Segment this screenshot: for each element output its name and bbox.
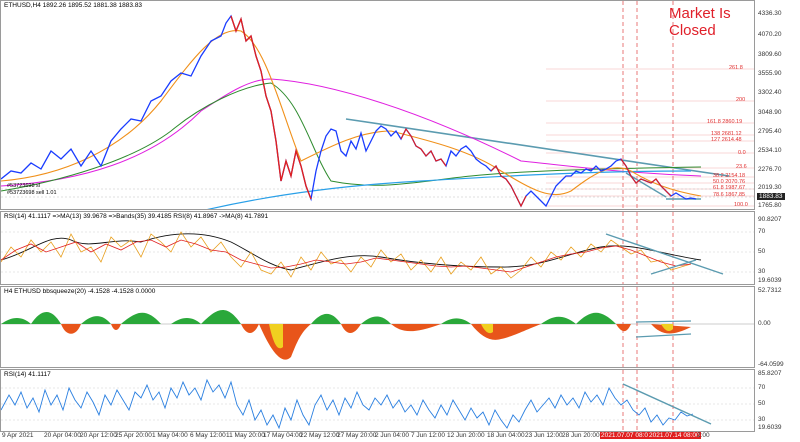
- price-tick: 4336.30: [758, 10, 782, 17]
- time-tick: 1 May 04:00: [152, 432, 188, 439]
- time-crosshair-1: 2021.07.07 08:00: [600, 432, 653, 439]
- rsi-title: RSI(14) 41.1117: [4, 371, 51, 378]
- time-tick: 20 Apr 12:00: [80, 432, 117, 439]
- time-tick: 18 Jun 04:00: [487, 432, 525, 439]
- bbsqueeze-svg: [1, 287, 754, 367]
- price-scale[interactable]: 4336.30 4070.20 3809.60 3555.90 3302.40 …: [755, 0, 800, 210]
- order-buy-label: #53723698 sl: [7, 183, 41, 189]
- rsi-ma-scale[interactable]: 90.8207 70 50 30 19.6039: [755, 211, 800, 285]
- market-status: Market Is Closed: [669, 5, 731, 39]
- time-tick: 20 Apr 04:00: [44, 432, 81, 439]
- price-tick: 2019.30: [758, 184, 782, 191]
- time-crosshair-2: 2021.07.14 08:00: [648, 432, 701, 439]
- rsi-ma-tick: 70: [758, 228, 766, 235]
- fib-level: 161.8 2860.19: [707, 119, 743, 125]
- fib-level: 200: [736, 97, 746, 103]
- rsi-ma-svg: [1, 212, 754, 284]
- rsi-ma-pane[interactable]: RSI(14) 41.1117 =>MA(13) 39.9678 =>Bands…: [0, 211, 755, 285]
- price-tick: 4070.20: [758, 31, 782, 38]
- bbsqueeze-title: H4 ETHUSD bbsqueeze(20) -4.1528 -4.1528 …: [4, 288, 156, 295]
- time-tick: 12 Jun 20:00: [447, 432, 485, 439]
- fib-level: 138 2681.12: [711, 131, 742, 137]
- price-tick: 1765.80: [758, 202, 782, 209]
- fib-level: 61.8 1987.67: [713, 185, 746, 191]
- rsi-tick: 50: [758, 400, 766, 407]
- bbsqueeze-tick: 52.7312: [758, 287, 782, 294]
- time-tick: 17 May 04:00: [263, 432, 303, 439]
- bbsqueeze-pane[interactable]: H4 ETHUSD bbsqueeze(20) -4.1528 -4.1528 …: [0, 286, 755, 368]
- bbsqueeze-tick: -64.0599: [758, 361, 784, 368]
- time-tick: 27 May 20:00: [337, 432, 377, 439]
- fib-level: 78.6 1867.85: [713, 192, 746, 198]
- rsi-tick: 85.8207: [758, 370, 782, 377]
- price-tick: 3555.90: [758, 70, 782, 77]
- fib-level: 127 2614.48: [711, 137, 742, 143]
- time-tick: 23 Jun 12:00: [525, 432, 563, 439]
- rsi-ma-tick: 90.8207: [758, 216, 782, 223]
- price-tick: 2276.70: [758, 166, 782, 173]
- time-tick: 28 Jun 20:00: [562, 432, 600, 439]
- current-price-tag: 1883.83: [757, 193, 785, 200]
- time-tick: 11 May 20:00: [226, 432, 265, 439]
- fib-level: 100.0: [734, 202, 748, 208]
- fib-level: 0.0: [738, 150, 746, 156]
- rsi-ma-tick: 50: [758, 248, 766, 255]
- time-tick: 7 Jun 12:00: [411, 432, 445, 439]
- rsi-tick: 30: [758, 416, 766, 423]
- rsi-ma-tick: 30: [758, 268, 766, 275]
- time-tick: 6 May 12:00: [190, 432, 226, 439]
- rsi-scale[interactable]: 85.8207 70 50 30 19.6039: [755, 369, 800, 432]
- time-axis[interactable]: 9 Apr 2021 20 Apr 04:00 20 Apr 12:00 25 …: [0, 432, 800, 442]
- fib-level: 50.0 2070.76: [713, 179, 746, 185]
- order-sell-label: #53723698 sell 1.01: [7, 190, 57, 196]
- bbsqueeze-tick: 0.00: [758, 320, 771, 327]
- price-tick: 3048.90: [758, 109, 782, 116]
- time-tick: 9 Apr 2021: [2, 432, 34, 439]
- fib-level: 38.2 2154.18: [713, 173, 746, 179]
- rsi-tick: 70: [758, 384, 766, 391]
- fib-level: 23.6: [736, 164, 747, 170]
- price-chart-svg: [1, 1, 754, 209]
- price-tick: 3302.40: [758, 89, 782, 96]
- fib-level: 261.8: [729, 65, 743, 71]
- price-tick: 3809.60: [758, 51, 782, 58]
- price-chart-pane[interactable]: ETHUSD,H4 1892.26 1895.52 1881.38 1883.8…: [0, 0, 755, 210]
- time-tick: 2 Jun 04:00: [375, 432, 409, 439]
- price-tick: 2534.10: [758, 147, 782, 154]
- bbsqueeze-scale[interactable]: 52.7312 0.00 -64.0599: [755, 286, 800, 368]
- rsi-svg: [1, 370, 754, 431]
- rsi-ma-title: RSI(14) 41.1117 =>MA(13) 39.9678 =>Bands…: [4, 213, 269, 220]
- rsi-tick: 19.6039: [758, 424, 782, 431]
- price-tick: 2795.40: [758, 128, 782, 135]
- time-tick: 2:00: [697, 432, 710, 439]
- rsi-ma-tick: 19.6039: [758, 277, 782, 284]
- time-tick: 22 May 12:00: [300, 432, 340, 439]
- rsi-pane[interactable]: RSI(14) 41.1117: [0, 369, 755, 432]
- time-tick: 25 Apr 20:00: [115, 432, 152, 439]
- price-chart-title: ETHUSD,H4 1892.26 1895.52 1881.38 1883.8…: [4, 2, 143, 9]
